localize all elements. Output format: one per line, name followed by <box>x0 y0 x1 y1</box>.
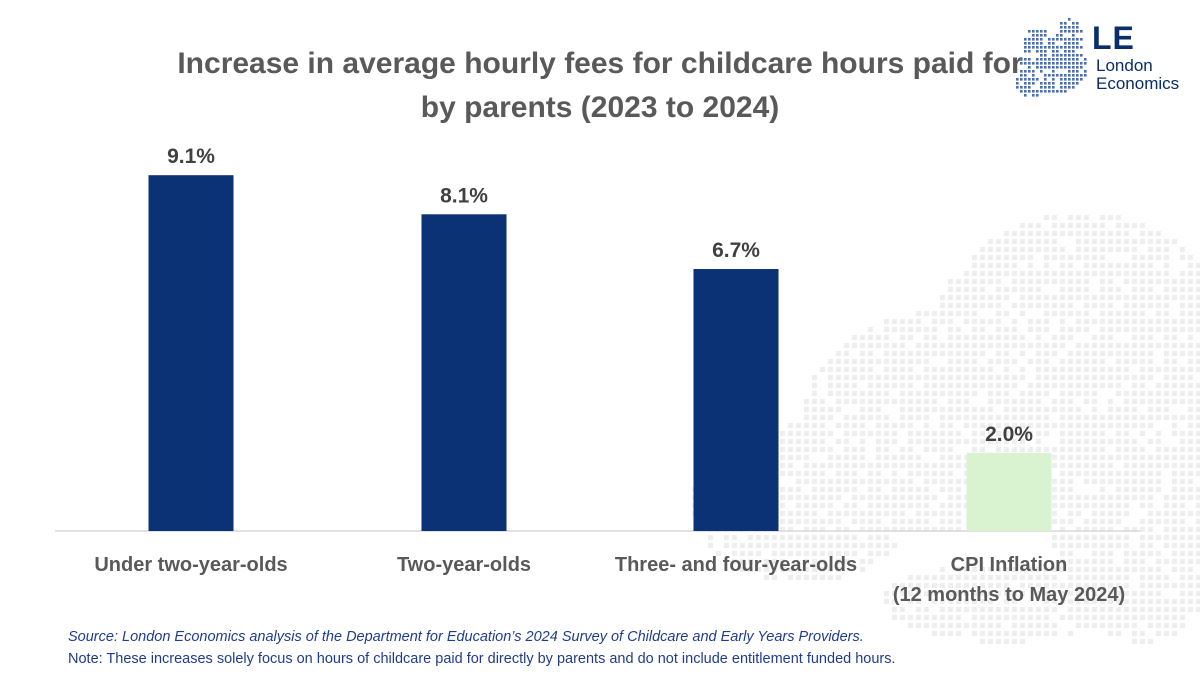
chart-title: Increase in average hourly fees for chil… <box>140 42 1060 130</box>
data-label-3: 6.7% <box>712 239 760 262</box>
logo-name-line-1: London <box>1096 56 1153 75</box>
bar-3 <box>693 269 779 531</box>
chart-title-line-2: by parents (2023 to 2024) <box>420 91 780 124</box>
data-label-1: 9.1% <box>167 145 215 168</box>
europe-map-logo-icon <box>1016 18 1087 97</box>
logo-le-mark: LE <box>1092 20 1135 56</box>
footnote: Note: These increases solely focus on ho… <box>68 651 896 667</box>
logo-name: London Economics <box>1096 57 1179 93</box>
chart-title-line-1: Increase in average hourly fees for chil… <box>177 47 1023 80</box>
data-label-4: 2.0% <box>985 423 1033 446</box>
logo-name-line-2: Economics <box>1096 74 1180 93</box>
category-label-4-line-2: (12 months to May 2024) <box>893 584 1125 606</box>
bar-4 <box>966 452 1052 531</box>
london-economics-logo: LE London Economics <box>1008 14 1200 104</box>
bar-2 <box>421 214 507 532</box>
bar-1 <box>148 175 234 531</box>
category-label-1: Under two-year-olds <box>94 554 287 576</box>
source-note: Source: London Economics analysis of the… <box>68 629 864 645</box>
category-label-3: Three- and four-year-olds <box>615 554 857 576</box>
category-label-2: Two-year-olds <box>397 554 531 576</box>
data-label-2: 8.1% <box>440 184 488 207</box>
chart-notes: Source: London Economics analysis of the… <box>68 626 896 670</box>
category-label-4-line-1: CPI Inflation <box>951 554 1068 576</box>
